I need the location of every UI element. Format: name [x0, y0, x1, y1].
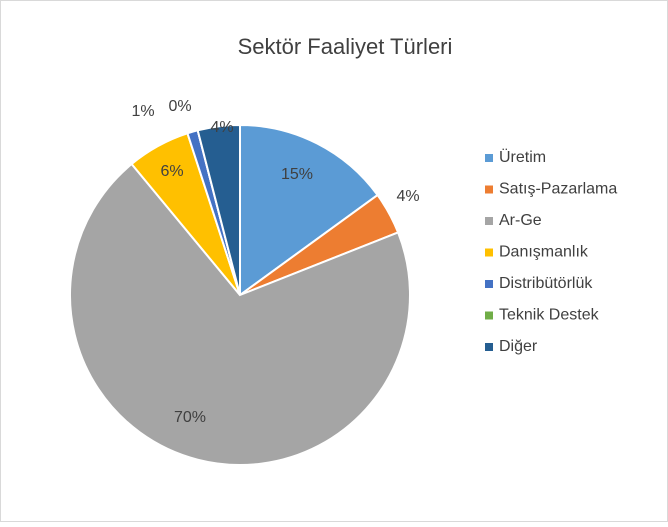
data-label: 4%: [210, 119, 233, 136]
legend-swatch: [485, 154, 493, 162]
legend-label: Distribütörlük: [499, 275, 593, 292]
data-label: 0%: [168, 98, 191, 115]
legend-label: Ar-Ge: [499, 212, 542, 229]
legend-label: Üretim: [499, 148, 546, 166]
legend-swatch: [485, 311, 493, 320]
data-label: 6%: [160, 163, 183, 180]
data-label: 70%: [174, 409, 206, 426]
legend-label: Satış-Pazarlama: [499, 181, 617, 198]
legend-swatch: [485, 217, 493, 225]
legend-swatch: [485, 248, 493, 257]
legend-label: Teknik Destek: [499, 307, 600, 324]
legend-label: Danışmanlık: [499, 244, 589, 261]
legend-swatch: [485, 280, 493, 288]
data-label: 1%: [131, 103, 154, 120]
legend-swatch: [485, 343, 493, 351]
legend-swatch: [485, 185, 493, 194]
pie-slice: [196, 123, 241, 296]
chart-title: Sektör Faaliyet Türleri: [238, 34, 453, 59]
data-label: 4%: [396, 188, 419, 205]
pie-slice: [239, 123, 379, 297]
legend-label: Diğer: [499, 338, 538, 355]
pie-slice: [69, 162, 411, 466]
data-label: 15%: [281, 166, 313, 183]
